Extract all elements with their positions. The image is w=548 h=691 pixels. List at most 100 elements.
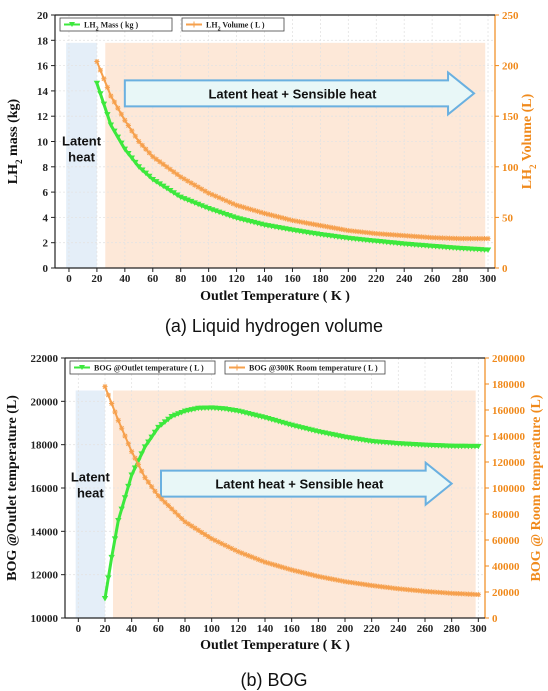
data-point <box>201 204 209 211</box>
data-point <box>309 572 315 578</box>
y2-tick-label: 0 <box>502 263 508 275</box>
data-point <box>158 422 165 428</box>
x-tick-label: 100 <box>203 623 220 635</box>
data-point <box>153 156 159 162</box>
data-point <box>331 225 337 231</box>
data-point <box>149 484 155 490</box>
data-point <box>157 159 163 165</box>
data-point <box>455 591 461 597</box>
x-tick-label: 300 <box>470 623 487 635</box>
data-point <box>387 232 393 238</box>
data-point <box>362 581 368 588</box>
x-tick-label: 280 <box>452 273 469 285</box>
data-point <box>312 572 318 579</box>
data-point <box>282 216 289 222</box>
data-point <box>272 213 278 219</box>
legend-marker <box>69 22 75 27</box>
data-point <box>485 236 491 242</box>
chart-b: 0 20 40 60 80 100 120 140 160 180 200 220 240 260 280 3… <box>5 353 544 653</box>
data-point <box>445 590 451 596</box>
data-point <box>195 527 201 533</box>
x-tick-label: 60 <box>147 273 159 285</box>
y2-tick-label: 120000 <box>492 457 526 469</box>
data-point <box>392 585 398 591</box>
data-point <box>296 219 303 225</box>
data-point <box>121 146 129 153</box>
data-point <box>153 179 160 185</box>
data-point <box>184 197 191 204</box>
y-tick-label: 6 <box>43 187 49 199</box>
data-point <box>254 208 261 214</box>
data-point <box>475 592 481 598</box>
legend: LH2 Mass ( kg ) LH2 Volume ( L ) <box>59 17 285 33</box>
data-point <box>115 417 121 423</box>
data-point <box>307 220 313 227</box>
legend-label: BOG @300K Room temperature ( L ) <box>249 364 378 373</box>
data-point <box>125 483 132 490</box>
data-point <box>122 117 128 123</box>
data-point <box>145 479 151 485</box>
data-point <box>129 128 135 134</box>
latent-heat-label: heat <box>68 149 95 164</box>
data-point <box>239 550 245 556</box>
data-point <box>382 584 388 590</box>
data-point <box>146 173 153 180</box>
data-point <box>185 178 191 184</box>
y-tick-label: 22000 <box>31 353 59 365</box>
data-point <box>345 579 351 585</box>
data-point <box>167 188 174 194</box>
legend-marker <box>234 364 240 371</box>
data-point <box>252 555 258 561</box>
data-point <box>319 574 325 580</box>
data-point <box>295 568 301 575</box>
data-point <box>212 537 218 543</box>
data-point <box>155 424 162 431</box>
data-point <box>189 523 195 529</box>
data-point <box>159 496 165 502</box>
data-point <box>162 499 168 505</box>
data-point <box>401 233 407 239</box>
data-point <box>426 234 432 240</box>
x-tick-label: 120 <box>230 623 247 635</box>
data-point <box>222 542 228 548</box>
data-point <box>168 414 175 420</box>
data-point <box>227 199 233 205</box>
data-point <box>268 212 275 218</box>
data-point <box>192 525 198 531</box>
legend-label: BOG @Outlet temperature ( L ) <box>94 364 204 373</box>
data-point <box>182 519 188 525</box>
data-point <box>245 553 251 559</box>
y-tick-label: 12000 <box>31 570 59 582</box>
data-point <box>314 222 320 228</box>
x-tick-label: 220 <box>368 273 385 285</box>
data-point <box>282 565 288 571</box>
data-point <box>118 140 125 147</box>
y2-tick-label: 100000 <box>492 483 526 495</box>
data-point <box>472 591 478 598</box>
data-point <box>394 232 400 238</box>
data-point <box>449 590 455 596</box>
data-point <box>235 549 241 555</box>
data-point <box>261 210 268 216</box>
data-point <box>199 529 205 535</box>
data-point <box>429 589 435 595</box>
data-point <box>299 569 305 575</box>
data-point <box>439 589 445 596</box>
data-point <box>225 544 231 550</box>
y2-tick-label: 80000 <box>492 509 520 521</box>
x-axis-title: Outlet Temperature ( K ) <box>200 289 350 304</box>
data-point <box>160 183 167 190</box>
data-point <box>138 451 145 457</box>
y-tick-label: 18 <box>37 35 49 47</box>
data-point <box>230 201 236 207</box>
data-point <box>373 230 379 237</box>
data-point <box>105 575 112 581</box>
data-point <box>405 233 411 239</box>
chart-a: 0 20 40 60 80 100 120 140 160 180 200 220 240 260 280 3… <box>6 10 538 304</box>
x-tick-label: 20 <box>100 623 112 635</box>
latent-heat-label: Latent <box>62 133 102 148</box>
data-point <box>317 222 323 229</box>
data-point <box>471 236 477 242</box>
y-tick-label: 10000 <box>31 613 59 625</box>
data-point <box>115 105 121 111</box>
